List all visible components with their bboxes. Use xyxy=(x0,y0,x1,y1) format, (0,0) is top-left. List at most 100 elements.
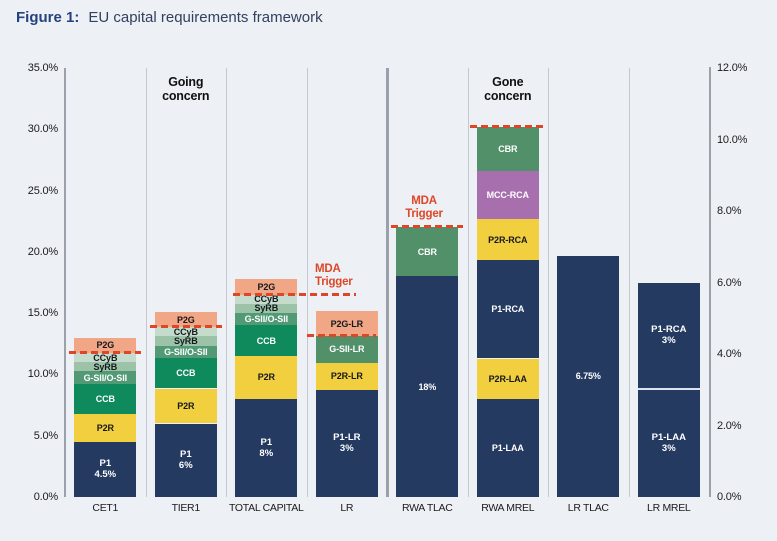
segment-label: P1-LR xyxy=(333,432,361,444)
segment-p1-rca: P1-RCA 3% xyxy=(637,282,700,390)
segment-mcc-rca: MCC-RCA xyxy=(476,171,539,219)
segment-g-sii-o-sii: G-SII/O-SII xyxy=(154,345,217,358)
mda-trigger-label: MDA Trigger xyxy=(315,262,353,288)
segment-label: G-SII/O-SII xyxy=(83,372,128,383)
segment-label: CCyB xyxy=(254,294,279,305)
segment-label: P2R xyxy=(257,372,275,383)
y-axis-right-line xyxy=(709,67,711,497)
mda-trigger-dashed-line xyxy=(149,325,222,329)
category-label-tier1: TIER1 xyxy=(171,502,201,514)
y-axis-right-tick-label: 12.0% xyxy=(717,62,748,74)
segment-value-label: 6% xyxy=(178,460,193,472)
column-separator xyxy=(548,68,549,497)
category-label-total-capital: TOTAL CAPITAL xyxy=(229,502,304,514)
mda-trigger-dashed-line xyxy=(69,351,142,354)
segment-syrb: SyRB xyxy=(154,335,217,346)
mda-trigger-dashed-line xyxy=(233,292,357,296)
segment-syrb: SyRB xyxy=(74,362,137,372)
y-axis-right-tick-label: 8.0% xyxy=(717,205,742,217)
segment-p2r: P2R xyxy=(154,388,217,424)
segment-label: P2G xyxy=(96,340,115,351)
segment-p1: P1 8% xyxy=(235,398,298,497)
mda-trigger-dashed-line xyxy=(391,225,464,229)
column-separator xyxy=(467,68,469,497)
segment-6-75: 6.75% xyxy=(557,255,620,497)
category-label-cet1: CET1 xyxy=(92,502,119,514)
mda-trigger-dashed-line xyxy=(306,334,376,338)
y-axis-left-tick-label: 25.0% xyxy=(27,184,58,197)
segment-label: CBR xyxy=(498,143,518,154)
category-label-lr-mrel: LR MREL xyxy=(647,502,691,514)
group-label-going-concern: Going concern xyxy=(162,75,210,103)
segment-cbr: CBR xyxy=(476,126,539,171)
group-label-gone-concern: Gone concern xyxy=(484,75,532,103)
segment-label: P1 xyxy=(260,436,273,448)
segment-value-label: 3% xyxy=(661,335,676,347)
segment-p2r: P2R xyxy=(235,356,298,399)
segment-label: P2R xyxy=(177,400,195,411)
category-label-lr: LR xyxy=(340,502,354,514)
segment-label: CCB xyxy=(256,335,276,346)
segment-ccyb: CCyB xyxy=(154,327,217,337)
category-label-rwa-mrel: RWA MREL xyxy=(481,502,535,514)
segment-label: G-SII/O-SII xyxy=(244,314,289,325)
segment-label: P1-RCA xyxy=(651,324,687,336)
segment-label: P1-LAA xyxy=(651,432,686,444)
segment-ccyb: CCyB xyxy=(235,294,298,305)
segment-syrb: SyRB xyxy=(235,303,298,314)
segment-p2g: P2G xyxy=(235,279,298,295)
column-separator xyxy=(628,68,630,497)
segment-18: 18% xyxy=(396,276,459,497)
y-axis-right-tick-label: 4.0% xyxy=(717,348,742,360)
y-axis-right-tick-label: 10.0% xyxy=(717,133,748,146)
mda-trigger-label: MDA Trigger xyxy=(405,195,443,221)
segment-label: CCB xyxy=(176,368,196,379)
y-axis-left-tick-label: 10.0% xyxy=(27,368,58,381)
segment-label: MCC-RCA xyxy=(486,189,529,200)
segment-p2g: P2G xyxy=(154,311,217,328)
segment-label: SyRB xyxy=(254,303,279,314)
column-separator xyxy=(145,68,147,497)
segment-g-sii-lr: G-SII-LR xyxy=(315,336,378,363)
figure-label: Figure 1: xyxy=(16,9,80,26)
segment-p2g-lr: P2G-LR xyxy=(315,311,378,337)
segment-ccyb: CCyB xyxy=(74,353,137,363)
segment-label: P2R-RCA xyxy=(488,234,528,245)
figure-title: EU capital requirements framework xyxy=(88,9,323,26)
segment-value-label: 3% xyxy=(661,443,676,455)
segment-g-sii-o-sii: G-SII/O-SII xyxy=(235,313,298,326)
column-separator xyxy=(306,68,308,497)
segment-label: P1-RCA xyxy=(491,304,525,315)
segment-p2r-laa: P2R-LAA xyxy=(476,358,539,399)
segment-p2r-rca: P2R-RCA xyxy=(476,218,539,261)
segment-g-sii-o-sii: G-SII/O-SII xyxy=(74,371,137,384)
segment-value-label: 4.5% xyxy=(94,469,117,481)
segment-label: 18% xyxy=(418,381,437,392)
segment-p1-lr: P1-LR 3% xyxy=(315,389,378,498)
segment-label: SyRB xyxy=(173,335,198,346)
segment-p1-rca: P1-RCA xyxy=(476,260,539,359)
segment-ccb: CCB xyxy=(154,357,217,389)
figure-title-row: Figure 1: EU capital requirements framewo… xyxy=(16,9,323,26)
segment-label: P2G xyxy=(257,282,276,293)
segment-ccb: CCB xyxy=(235,325,298,356)
y-axis-left-tick-label: 30.0% xyxy=(27,123,58,136)
segment-p2r: P2R xyxy=(74,414,137,442)
y-axis-right-tick-label: 0.0% xyxy=(717,491,742,503)
segment-value-label: 8% xyxy=(259,447,274,459)
segment-p2g: P2G xyxy=(74,337,137,353)
segment-label: P2G xyxy=(176,314,195,325)
column-separator xyxy=(226,68,227,497)
y-axis-right-tick-label: 2.0% xyxy=(717,419,742,432)
segment-label: CCB xyxy=(95,393,115,404)
y-axis-left-line xyxy=(64,68,66,497)
segment-p1-laa: P1-LAA xyxy=(476,398,539,497)
segment-label: CBR xyxy=(417,246,437,257)
y-axis-left-tick-label: 15.0% xyxy=(27,307,58,320)
segment-value-label: 3% xyxy=(339,443,354,455)
segment-label: P2G-LR xyxy=(330,318,364,329)
segment-label: G-SII-LR xyxy=(329,344,365,355)
y-axis-left-tick-label: 5.0% xyxy=(33,429,58,442)
